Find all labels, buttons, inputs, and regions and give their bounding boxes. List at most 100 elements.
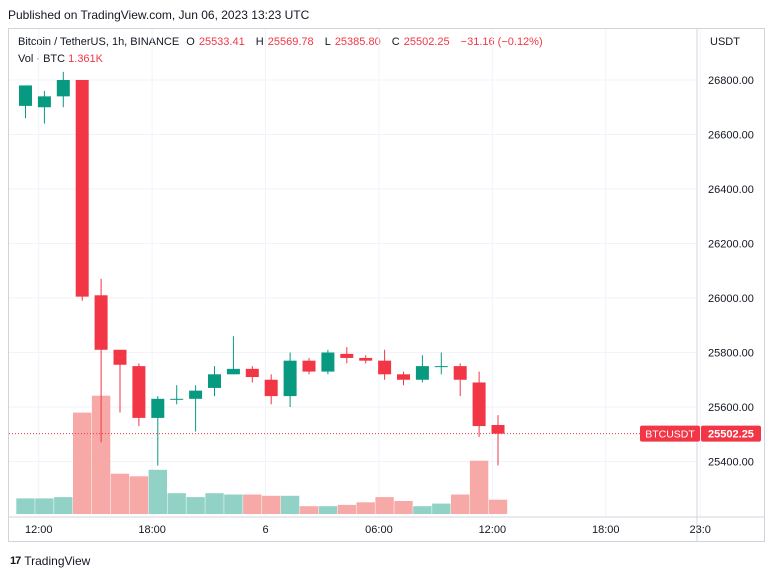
- candle-body: [302, 360, 316, 372]
- candle-body: [245, 368, 259, 378]
- candle-body: [19, 85, 32, 106]
- ohlc-legend: Bitcoin / TetherUS, 1h, BINANCE O 25533.4…: [18, 36, 547, 48]
- candle: [302, 357, 316, 375]
- volume-bar: [110, 473, 130, 514]
- volume-bar: [167, 493, 186, 514]
- candle-body: [283, 360, 297, 397]
- volume-bar: [451, 494, 470, 514]
- candle: [415, 355, 429, 383]
- volume-bar: [318, 506, 338, 514]
- candle-body: [491, 424, 505, 434]
- candle: [245, 366, 259, 383]
- volume-bar: [337, 504, 356, 514]
- candle: [434, 352, 448, 375]
- candle-body: [151, 398, 165, 418]
- price-tick-label: 26400.00: [708, 184, 754, 196]
- high-value: H 25569.78: [255, 36, 314, 48]
- volume-bar: [16, 498, 35, 514]
- chart-frame: [8, 28, 765, 542]
- candle: [453, 363, 467, 397]
- candle-body: [340, 353, 354, 358]
- candle-body: [75, 80, 89, 297]
- volume-bar: [488, 499, 508, 514]
- candle-body: [113, 349, 127, 365]
- volume-bar: [356, 502, 375, 514]
- candle: [94, 278, 108, 443]
- candle-body: [264, 379, 278, 397]
- price-tick-label: 26000.00: [708, 293, 754, 305]
- candle-body: [415, 366, 429, 380]
- volume-bar: [205, 493, 224, 514]
- candle-body: [397, 374, 410, 380]
- change-value: −31.16 (−0.12%): [460, 36, 543, 48]
- candle: [283, 352, 297, 407]
- candle: [56, 71, 70, 108]
- candle-body: [37, 96, 51, 108]
- brand-name: TradingView: [24, 554, 91, 568]
- candle-body: [170, 398, 184, 400]
- time-tick-label: 12:00: [479, 524, 507, 536]
- volume-bar: [129, 476, 149, 514]
- candle: [37, 90, 51, 124]
- candle: [170, 385, 184, 405]
- candle-body: [94, 295, 108, 350]
- symbol-badge-text: BTCUSDT: [645, 429, 695, 441]
- volume-bar: [148, 469, 167, 514]
- volume-bar: [432, 503, 451, 514]
- candle-body: [472, 382, 486, 427]
- candle-body: [56, 80, 70, 97]
- time-tick-label: 23:0: [690, 524, 711, 536]
- candles: [19, 71, 505, 466]
- candle: [472, 371, 486, 437]
- volume-bar: [299, 506, 319, 514]
- published-note: Published on TradingView.com, Jun 06, 20…: [8, 8, 310, 22]
- volume-bar: [280, 495, 300, 514]
- volume-bar: [375, 497, 394, 514]
- close-value: C 25502.25: [391, 36, 450, 48]
- candle: [113, 349, 127, 413]
- candle: [226, 336, 240, 375]
- candle: [151, 396, 165, 466]
- symbol-price-badge: [640, 425, 700, 442]
- time-tick-label: 18:00: [592, 524, 620, 536]
- volume-bar: [35, 498, 54, 514]
- price-tick-label: 26600.00: [708, 130, 754, 142]
- currency-label[interactable]: USDT: [710, 36, 740, 48]
- volume-bars: [16, 395, 508, 514]
- brand-footer: 17 TradingView: [10, 554, 90, 568]
- volume-legend: Vol · BTC 1.361K: [18, 53, 103, 65]
- price-tick-label: 25400.00: [708, 457, 754, 469]
- candle: [340, 347, 354, 364]
- price-tick-label: 26200.00: [708, 239, 754, 251]
- volume-bar: [73, 412, 92, 514]
- candle-body: [378, 360, 392, 375]
- time-tick-label: 6: [262, 524, 268, 536]
- volume-bar: [243, 494, 262, 514]
- low-value: L 25385.80: [324, 36, 381, 48]
- volume-bar: [186, 497, 205, 514]
- symbol-label[interactable]: Bitcoin / TetherUS, 1h, BINANCE: [18, 36, 180, 48]
- candle: [397, 371, 410, 386]
- volume-bar: [394, 501, 413, 514]
- volume-value: 1.361K: [68, 53, 104, 65]
- volume-bar: [469, 460, 489, 514]
- candle-body: [189, 390, 203, 399]
- last-price-text: 25502.25: [708, 429, 754, 441]
- candle-body: [434, 366, 448, 368]
- candle: [189, 385, 203, 432]
- candle-body: [208, 374, 221, 388]
- candle-body: [359, 357, 373, 361]
- candle: [132, 363, 146, 427]
- time-tick-label: 06:00: [365, 524, 393, 536]
- grid-lines: [9, 29, 701, 516]
- candle-body: [226, 368, 240, 375]
- price-tick-label: 25600.00: [708, 402, 754, 414]
- volume-bar: [262, 495, 281, 514]
- price-tick-label: 26800.00: [708, 75, 754, 87]
- candle: [378, 349, 392, 380]
- candle: [491, 415, 505, 466]
- time-tick-label: 12:00: [25, 524, 53, 536]
- candle-body: [453, 366, 467, 380]
- candle: [264, 374, 278, 405]
